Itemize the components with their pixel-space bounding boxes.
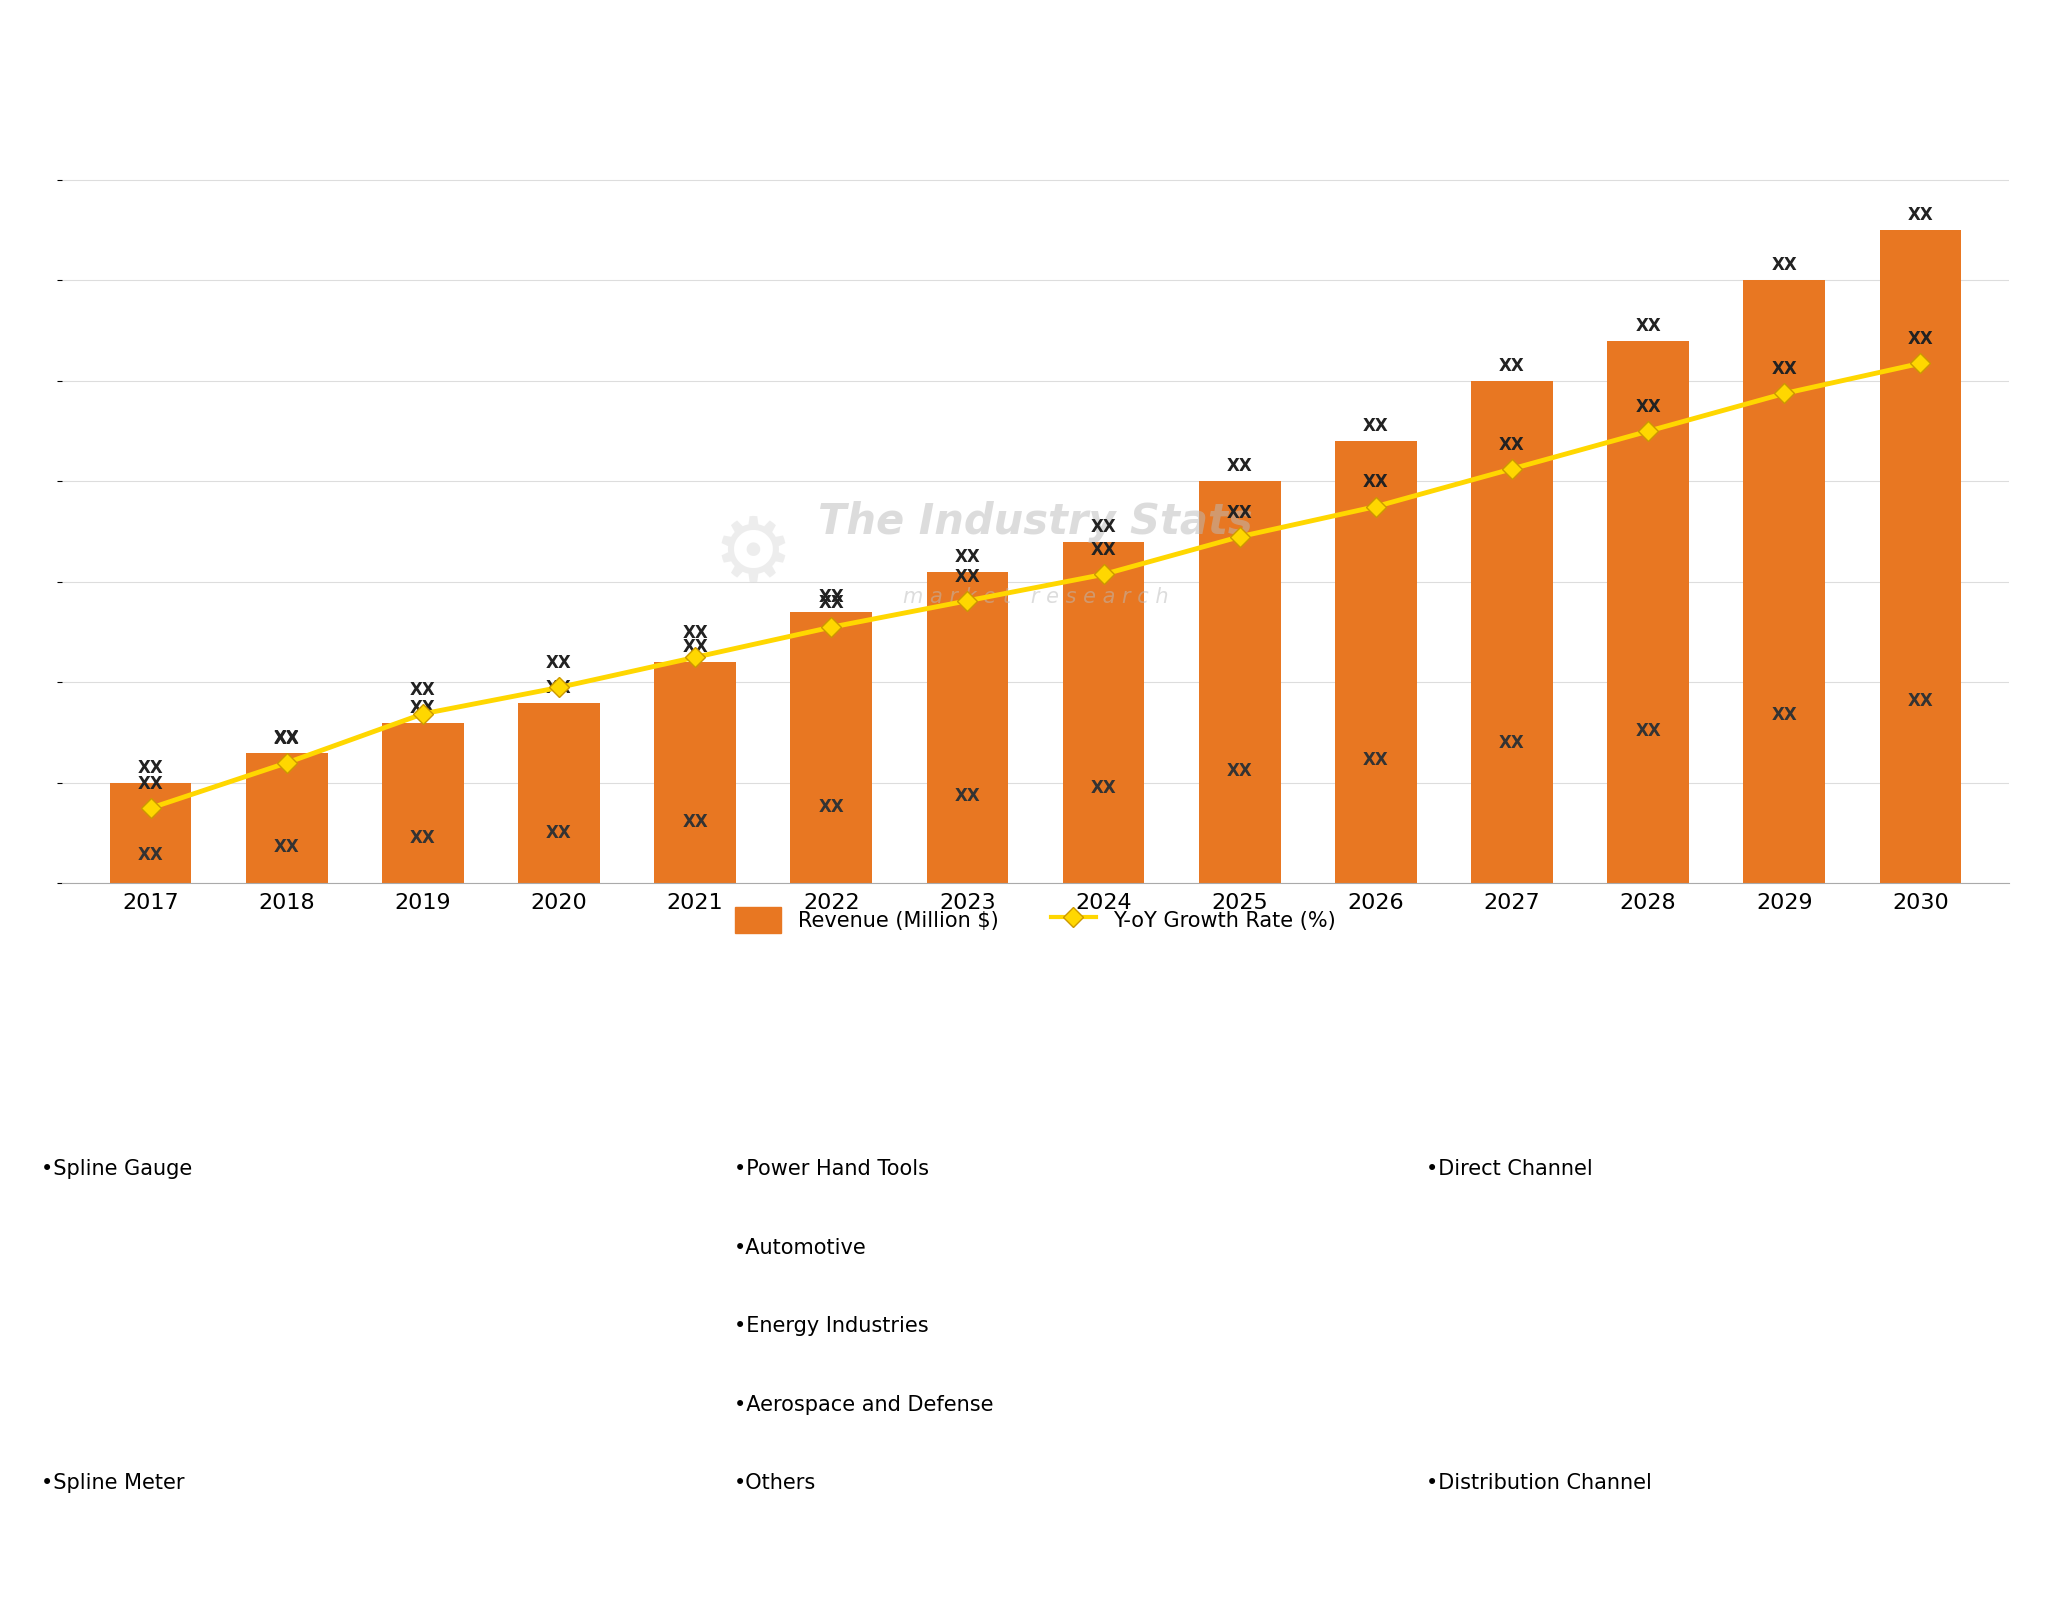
Bar bbox=[1336, 441, 1417, 883]
Text: XX: XX bbox=[681, 812, 708, 830]
Text: •Automotive: •Automotive bbox=[733, 1238, 866, 1258]
Text: •Spline Meter: •Spline Meter bbox=[41, 1473, 184, 1493]
Bar bbox=[1470, 381, 1553, 883]
Text: XX: XX bbox=[681, 639, 708, 657]
Text: XX: XX bbox=[547, 655, 572, 673]
Bar bbox=[1607, 340, 1690, 883]
Text: •Others: •Others bbox=[733, 1473, 816, 1493]
Text: XX: XX bbox=[1226, 504, 1253, 522]
Text: •Aerospace and Defense: •Aerospace and Defense bbox=[733, 1396, 994, 1415]
Text: XX: XX bbox=[1499, 357, 1524, 374]
Bar bbox=[1744, 280, 1825, 883]
Text: •Spline Gauge: •Spline Gauge bbox=[41, 1159, 193, 1180]
Text: Email: sales@theindustrystats.com: Email: sales@theindustrystats.com bbox=[843, 1572, 1228, 1592]
Text: ⚙: ⚙ bbox=[712, 512, 793, 600]
Text: m a r k e t   r e s e a r c h: m a r k e t r e s e a r c h bbox=[903, 587, 1168, 606]
Text: •Energy Industries: •Energy Industries bbox=[733, 1316, 928, 1336]
Text: XX: XX bbox=[818, 593, 845, 613]
Bar bbox=[654, 663, 735, 883]
Text: XX: XX bbox=[681, 624, 708, 642]
Text: XX: XX bbox=[273, 838, 300, 856]
Text: •Power Hand Tools: •Power Hand Tools bbox=[733, 1159, 928, 1180]
Text: XX: XX bbox=[1363, 751, 1390, 768]
Bar bbox=[110, 783, 191, 883]
Text: Product Types: Product Types bbox=[255, 1034, 431, 1057]
Text: XX: XX bbox=[1363, 417, 1390, 434]
Text: XX: XX bbox=[1091, 517, 1116, 535]
Text: XX: XX bbox=[139, 759, 164, 776]
Text: XX: XX bbox=[139, 775, 164, 793]
Bar bbox=[1880, 230, 1961, 883]
Bar bbox=[246, 752, 327, 883]
Text: XX: XX bbox=[139, 846, 164, 864]
Bar bbox=[1199, 481, 1280, 883]
Bar bbox=[1062, 541, 1145, 883]
Text: XX: XX bbox=[1636, 316, 1661, 334]
Text: Website: www.theindustrystats.com: Website: www.theindustrystats.com bbox=[1634, 1572, 2034, 1592]
Text: XX: XX bbox=[410, 699, 435, 716]
Text: XX: XX bbox=[547, 823, 572, 841]
Text: XX: XX bbox=[1636, 399, 1661, 417]
Legend: Revenue (Million $), Y-oY Growth Rate (%): Revenue (Million $), Y-oY Growth Rate (%… bbox=[727, 900, 1344, 940]
Text: XX: XX bbox=[1499, 436, 1524, 454]
Text: XX: XX bbox=[1226, 762, 1253, 780]
Text: •Direct Channel: •Direct Channel bbox=[1427, 1159, 1593, 1180]
Text: XX: XX bbox=[1771, 360, 1798, 378]
Bar bbox=[381, 723, 464, 883]
Text: XX: XX bbox=[410, 830, 435, 848]
Text: XX: XX bbox=[1771, 256, 1798, 274]
Text: XX: XX bbox=[273, 729, 300, 747]
Text: XX: XX bbox=[1636, 723, 1661, 741]
Text: XX: XX bbox=[547, 679, 572, 697]
Text: The Industry Stats: The Industry Stats bbox=[818, 501, 1253, 543]
Text: Application: Application bbox=[965, 1034, 1106, 1057]
Text: XX: XX bbox=[1499, 734, 1524, 752]
Text: XX: XX bbox=[1907, 692, 1932, 710]
Text: XX: XX bbox=[1907, 331, 1932, 349]
Text: Fig. Global Spline Measuring Tools Market Status and Outlook: Fig. Global Spline Measuring Tools Marke… bbox=[37, 52, 1102, 81]
Bar bbox=[791, 613, 872, 883]
Bar bbox=[518, 702, 601, 883]
Text: XX: XX bbox=[1091, 541, 1116, 559]
Text: XX: XX bbox=[1771, 705, 1798, 723]
Text: XX: XX bbox=[273, 729, 300, 747]
Text: Sales Channels: Sales Channels bbox=[1632, 1034, 1822, 1057]
Text: XX: XX bbox=[955, 567, 980, 585]
Text: XX: XX bbox=[955, 788, 980, 806]
Text: XX: XX bbox=[1226, 457, 1253, 475]
Text: XX: XX bbox=[818, 588, 845, 606]
Text: •Distribution Channel: •Distribution Channel bbox=[1427, 1473, 1653, 1493]
Text: XX: XX bbox=[1091, 778, 1116, 798]
Bar bbox=[926, 572, 1009, 883]
Text: XX: XX bbox=[818, 799, 845, 817]
Text: XX: XX bbox=[1363, 473, 1390, 491]
Text: XX: XX bbox=[955, 548, 980, 566]
Text: Source: Theindustrystats Analysis: Source: Theindustrystats Analysis bbox=[37, 1572, 412, 1592]
Text: XX: XX bbox=[1907, 206, 1932, 224]
Text: XX: XX bbox=[410, 681, 435, 699]
